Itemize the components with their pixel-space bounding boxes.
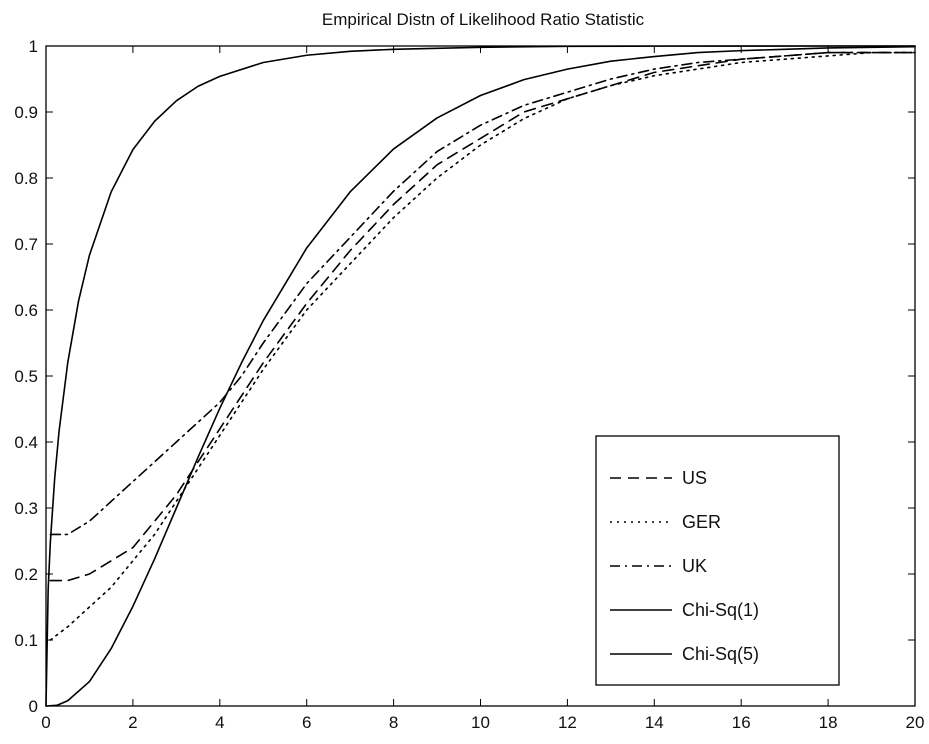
y-tick-label: 0.8 — [14, 169, 38, 188]
y-tick-label: 0.2 — [14, 565, 38, 584]
y-tick-label: 0.5 — [14, 367, 38, 386]
y-tick-label: 0.7 — [14, 235, 38, 254]
x-tick-label: 4 — [215, 713, 224, 732]
chart-title: Empirical Distn of Likelihood Ratio Stat… — [322, 10, 645, 29]
series-lines — [45, 45, 916, 707]
series-line-uk — [49, 51, 916, 536]
y-tick-label: 0.6 — [14, 301, 38, 320]
x-tick-label: 2 — [128, 713, 137, 732]
legend-label: Chi-Sq(1) — [682, 600, 759, 620]
legend-label: GER — [682, 512, 721, 532]
y-tick-label: 0 — [29, 697, 38, 716]
x-tick-label: 18 — [819, 713, 838, 732]
x-tick-label: 10 — [471, 713, 490, 732]
legend: US GER UK Chi-Sq(1) Chi-Sq(5) — [595, 435, 840, 686]
legend-label: US — [682, 468, 707, 488]
x-tick-label: 20 — [906, 713, 925, 732]
legend-label: UK — [682, 556, 707, 576]
axis-tick-labels: 0 2 4 6 8 10 12 14 16 18 20 0 0.1 0.2 0.3 0.4 0.5 0.6 0.7 0… — [14, 37, 924, 732]
y-tick-label: 0.9 — [14, 103, 38, 122]
x-tick-label: 16 — [732, 713, 751, 732]
y-tick-label: 1 — [29, 37, 38, 56]
y-tick-label: 0.4 — [14, 433, 38, 452]
x-tick-label: 6 — [302, 713, 311, 732]
series-line-ger — [49, 51, 916, 641]
y-tick-label: 0.3 — [14, 499, 38, 518]
y-tick-label: 0.1 — [14, 631, 38, 650]
plot-area-frame — [45, 45, 916, 707]
x-tick-label: 8 — [389, 713, 398, 732]
series-line-chi-sq-5 — [45, 45, 916, 707]
legend-label: Chi-Sq(5) — [682, 644, 759, 664]
x-tick-label: 12 — [558, 713, 577, 732]
x-tick-label: 14 — [645, 713, 664, 732]
x-tick-label: 0 — [41, 713, 50, 732]
